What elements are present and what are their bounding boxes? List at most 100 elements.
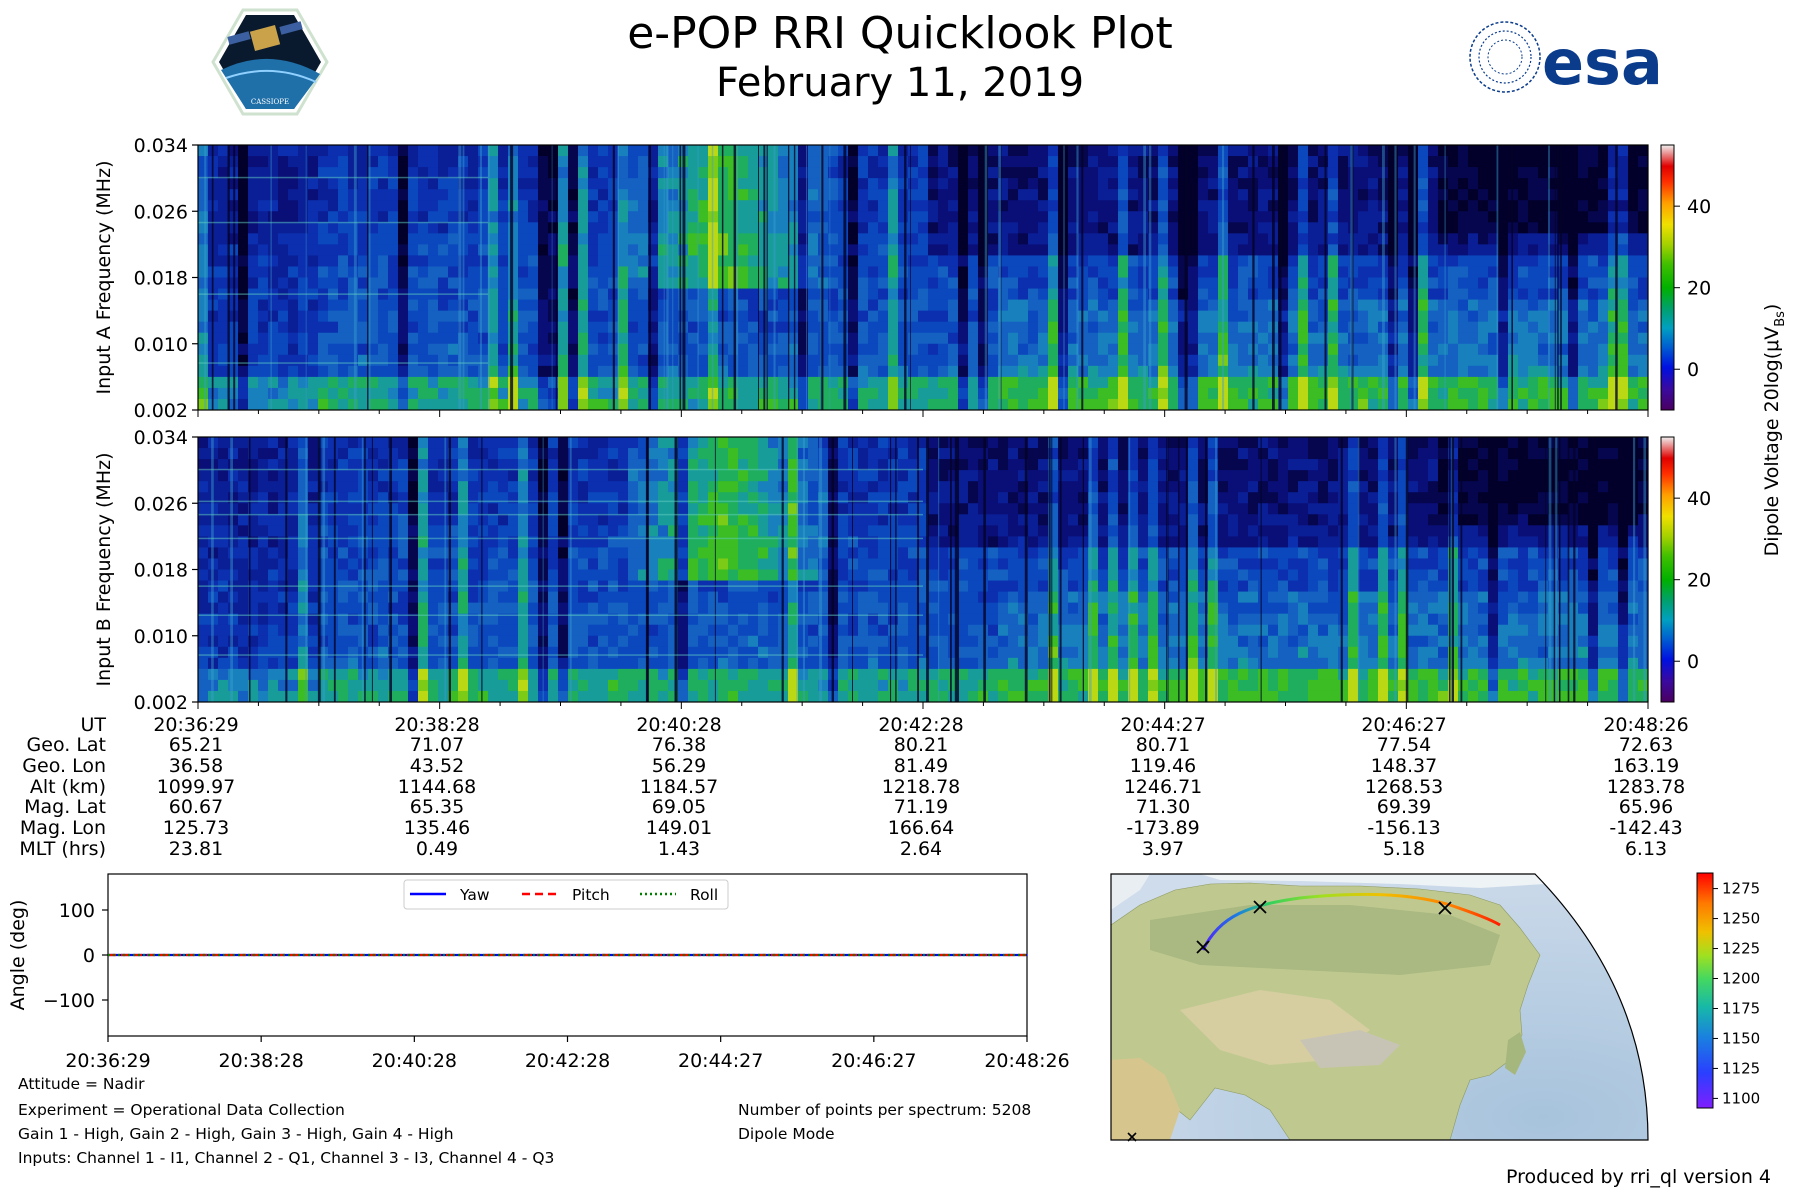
spectrogram-cell xyxy=(458,321,469,334)
spectrogram-cell xyxy=(998,299,1009,312)
spectrogram-streak xyxy=(820,145,824,410)
spectrogram-cell xyxy=(258,437,269,449)
spectrogram-cell xyxy=(1228,354,1239,367)
spectrogram-cell xyxy=(568,145,579,157)
spectrogram-cell xyxy=(708,244,719,257)
spectrogram-cell xyxy=(888,244,899,257)
spectrogram-cell xyxy=(318,679,329,692)
spectrogram-cell xyxy=(1048,145,1059,157)
spectrogram-cell xyxy=(1328,167,1339,179)
spectrogram-cell xyxy=(1038,233,1049,245)
spectrogram-cell xyxy=(238,690,249,702)
spectrogram-cell xyxy=(388,398,399,410)
spectrogram-cell xyxy=(858,200,869,212)
spectrogram-cell xyxy=(758,448,769,460)
spectrogram-cell xyxy=(648,299,659,312)
spectrogram-cell xyxy=(1468,200,1479,212)
spectrogram-cell xyxy=(398,376,409,389)
spectrogram-cell xyxy=(578,310,589,323)
spectrogram-cell xyxy=(1048,266,1059,279)
spectrogram-cell xyxy=(1138,398,1149,410)
spectrogram-cell xyxy=(1138,277,1149,290)
spectrogram-cell xyxy=(478,646,489,659)
spectrogram-cell xyxy=(468,569,479,582)
spectrogram-cell xyxy=(428,299,439,312)
spectrogram-cell xyxy=(1388,354,1399,367)
spectrogram-cell xyxy=(1048,332,1059,345)
spectrogram-cell xyxy=(338,200,349,212)
spectrogram-cell xyxy=(748,178,759,190)
spectrogram-cell xyxy=(978,343,989,356)
spectrogram-cell xyxy=(588,189,599,201)
spectrogram-cell xyxy=(1308,156,1319,168)
spectrogram-cell xyxy=(758,525,769,537)
spectrogram-cell xyxy=(468,668,479,681)
spectrogram-cell xyxy=(658,591,669,604)
spectrogram-cell xyxy=(1128,167,1139,179)
spectrogram-cell xyxy=(1418,288,1429,301)
spectrogram-cell xyxy=(458,624,469,637)
spectrogram-cell xyxy=(758,690,769,702)
spectrogram-cell xyxy=(398,437,409,449)
spectrogram-cell xyxy=(808,288,819,301)
spectrogram-cell xyxy=(1088,376,1099,389)
spectrogram-cell xyxy=(768,679,779,692)
spectrogram-cell xyxy=(538,602,549,615)
spectrogram-cell xyxy=(828,288,839,301)
spectrogram-cell xyxy=(548,178,559,190)
spectrogram-cell xyxy=(408,657,419,670)
spectrogram-cell xyxy=(688,321,699,334)
spectrogram-cell xyxy=(938,200,949,212)
spectrogram-cell xyxy=(268,569,279,582)
spectrogram-cell xyxy=(528,602,539,615)
spectrogram-cell xyxy=(738,200,749,212)
spectrogram-cell xyxy=(358,481,369,493)
spectrogram-cell xyxy=(348,145,359,157)
spectrogram-cell xyxy=(1458,167,1469,179)
spectrogram-cell xyxy=(638,178,649,190)
spectrogram-cell xyxy=(798,343,809,356)
spectrogram-cell xyxy=(468,332,479,345)
spectrogram-cell xyxy=(618,547,629,560)
spectrogram-cell xyxy=(218,145,229,157)
spectrogram-cell xyxy=(288,690,299,702)
spectrogram-cell xyxy=(398,646,409,659)
spectrogram-cell xyxy=(868,178,879,190)
spectrogram-cell xyxy=(1558,266,1569,279)
spectrogram-cell xyxy=(778,233,789,245)
spectrogram-cell xyxy=(488,233,499,245)
spectrogram-cell xyxy=(1618,299,1629,312)
spectrogram-cell xyxy=(1368,167,1379,179)
spectrogram-cell xyxy=(368,459,379,471)
spectrogram-cell xyxy=(718,481,729,493)
spectrogram-cell xyxy=(848,354,859,367)
spectrogram-cell xyxy=(688,277,699,290)
spectrogram-cell xyxy=(1228,189,1239,201)
spectrogram-cell xyxy=(328,613,339,626)
spectrogram-cell xyxy=(698,255,709,268)
spectrogram-cell xyxy=(1318,233,1329,245)
spectrogram-cell xyxy=(968,277,979,290)
spectrogram-cell xyxy=(1278,376,1289,389)
spectrogram-cell xyxy=(358,277,369,290)
spectrogram-cell xyxy=(378,266,389,279)
spectrogram-cell xyxy=(1048,211,1059,223)
spectrogram-cell xyxy=(478,679,489,692)
spectrogram-cell xyxy=(1258,299,1269,312)
spectrogram-cell xyxy=(378,547,389,560)
spectrogram-streak xyxy=(510,145,514,410)
spectrogram-cell xyxy=(988,255,999,268)
spectrogram-cell xyxy=(1208,354,1219,367)
spectrogram-cell xyxy=(1128,310,1139,323)
spectrogram-cell xyxy=(348,492,359,504)
spectrogram-cell xyxy=(418,233,429,245)
spectrogram-cell xyxy=(408,222,419,234)
spectrogram-cell xyxy=(1488,310,1499,323)
spectrogram-cell xyxy=(808,255,819,268)
spectrogram-cell xyxy=(278,365,289,378)
spectrogram-cell xyxy=(288,376,299,389)
spectrogram-cell xyxy=(298,178,309,190)
spectrogram-cell xyxy=(558,299,569,312)
spectrogram-cell xyxy=(1258,145,1269,157)
spectrogram-cell xyxy=(658,233,669,245)
